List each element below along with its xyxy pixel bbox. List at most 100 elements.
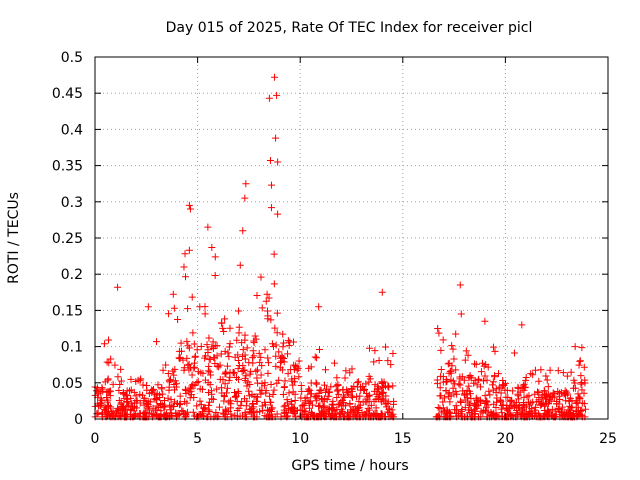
grid-lines xyxy=(95,57,608,419)
data-point xyxy=(506,397,514,405)
data-point xyxy=(300,401,308,409)
data-point xyxy=(578,399,586,407)
data-point xyxy=(491,373,499,381)
data-point xyxy=(340,399,348,407)
data-point xyxy=(116,380,124,388)
data-point xyxy=(211,272,219,280)
data-point xyxy=(262,401,270,409)
data-point xyxy=(165,310,173,318)
data-point xyxy=(385,409,393,417)
data-point xyxy=(567,368,575,376)
data-point xyxy=(226,340,234,348)
data-point xyxy=(365,392,373,400)
data-point xyxy=(258,380,266,388)
data-point xyxy=(143,404,151,412)
data-point xyxy=(235,307,243,315)
data-point xyxy=(514,384,522,392)
data-point xyxy=(434,403,442,411)
data-point xyxy=(127,375,135,383)
data-point xyxy=(102,407,110,415)
data-point xyxy=(234,365,242,373)
data-point xyxy=(194,378,202,386)
data-point xyxy=(379,384,387,392)
data-point xyxy=(319,402,327,410)
data-point xyxy=(461,396,469,404)
data-point xyxy=(436,384,444,392)
data-point xyxy=(482,397,490,405)
data-point xyxy=(378,380,386,388)
data-point xyxy=(295,373,303,381)
data-point xyxy=(162,361,170,369)
data-point xyxy=(313,392,321,400)
y-tick-label: 0 xyxy=(74,412,83,428)
data-point xyxy=(320,403,328,411)
y-tick-label: 0.45 xyxy=(52,86,83,102)
x-tick-label: 0 xyxy=(91,431,100,447)
data-point xyxy=(444,360,452,368)
data-point xyxy=(119,403,127,411)
data-point xyxy=(542,393,550,401)
data-point xyxy=(234,375,242,383)
data-point xyxy=(250,403,258,411)
data-point xyxy=(132,378,140,386)
data-point xyxy=(384,357,392,365)
data-point xyxy=(183,399,191,407)
data-point xyxy=(455,380,463,388)
data-point xyxy=(577,380,585,388)
data-point xyxy=(492,388,500,396)
data-point xyxy=(219,376,227,384)
data-point xyxy=(127,386,135,394)
data-point xyxy=(284,350,292,358)
data-point xyxy=(123,398,131,406)
data-point xyxy=(341,374,349,382)
data-point xyxy=(512,399,520,407)
data-point xyxy=(266,411,274,419)
data-point xyxy=(470,379,478,387)
data-point xyxy=(245,387,253,395)
data-point xyxy=(518,321,526,329)
data-point xyxy=(298,387,306,395)
data-point xyxy=(150,395,158,403)
data-point xyxy=(303,394,311,402)
data-point xyxy=(437,372,445,380)
data-point xyxy=(480,406,488,414)
data-point xyxy=(273,329,281,337)
data-point xyxy=(205,334,213,342)
data-point xyxy=(107,408,115,416)
data-point xyxy=(209,395,217,403)
data-point xyxy=(461,404,469,412)
data-point xyxy=(466,390,474,398)
data-point xyxy=(382,392,390,400)
data-point xyxy=(444,412,452,420)
data-point xyxy=(164,394,172,402)
data-point xyxy=(180,263,188,271)
data-point xyxy=(581,405,589,413)
data-point xyxy=(275,348,283,356)
data-point xyxy=(291,390,299,398)
data-point xyxy=(447,376,455,384)
data-point xyxy=(355,378,363,386)
data-point xyxy=(264,354,272,362)
data-point xyxy=(215,363,223,371)
data-point xyxy=(284,370,292,378)
data-point xyxy=(484,401,492,409)
data-point xyxy=(213,352,221,360)
data-point xyxy=(382,343,390,351)
data-point xyxy=(354,383,362,391)
data-point xyxy=(322,385,330,393)
data-point xyxy=(532,403,540,411)
data-point xyxy=(564,390,572,398)
data-point xyxy=(204,223,212,231)
data-point xyxy=(193,346,201,354)
data-point xyxy=(221,380,229,388)
data-point xyxy=(197,401,205,409)
data-point xyxy=(174,315,182,323)
data-point xyxy=(201,303,209,311)
data-point xyxy=(448,342,456,350)
data-point xyxy=(580,363,588,371)
y-tick-label: 0.3 xyxy=(61,195,83,211)
data-point xyxy=(193,402,201,410)
data-point xyxy=(251,332,259,340)
data-point xyxy=(308,401,316,409)
data-point xyxy=(179,407,187,415)
